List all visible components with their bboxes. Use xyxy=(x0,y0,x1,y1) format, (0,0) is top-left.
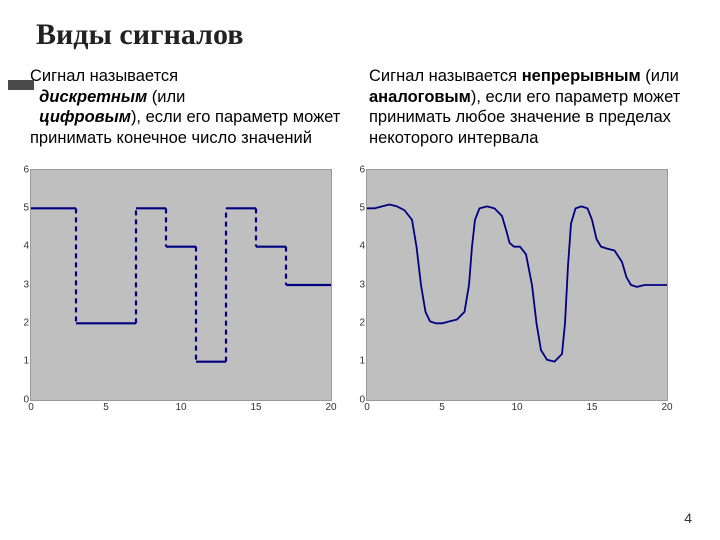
ytick-label: 1 xyxy=(13,356,29,367)
xtick-label: 10 xyxy=(175,402,186,413)
discrete-plot-area: 0123456 05101520 xyxy=(30,169,332,401)
page-title: Виды сигналов xyxy=(36,18,690,52)
ytick-label: 3 xyxy=(13,279,29,290)
analog-line xyxy=(367,204,667,361)
x-axis-labels: 05101520 xyxy=(31,402,331,414)
analog-chart: 0123456 05101520 xyxy=(366,169,690,401)
emph-continuous: непрерывным xyxy=(522,67,641,85)
ytick-label: 2 xyxy=(13,317,29,328)
text-columns: Сигнал называется дискретным (или цифров… xyxy=(30,66,690,149)
x-axis-labels: 05101520 xyxy=(367,402,667,414)
step-vertical-dashes xyxy=(76,208,286,361)
xtick-label: 5 xyxy=(103,402,109,413)
t: Сигнал называется xyxy=(369,67,522,85)
xtick-label: 15 xyxy=(586,402,597,413)
xtick-label: 10 xyxy=(511,402,522,413)
xtick-label: 0 xyxy=(364,402,370,413)
accent-bar xyxy=(8,80,34,90)
t: (или xyxy=(641,67,679,85)
charts-row: 0123456 05101520 0123456 05101520 xyxy=(30,169,690,401)
t: Сигнал называется xyxy=(30,67,178,85)
ytick-label: 6 xyxy=(349,164,365,175)
emph-digital: цифровым xyxy=(39,108,131,126)
xtick-label: 15 xyxy=(250,402,261,413)
ytick-label: 4 xyxy=(349,241,365,252)
right-definition: Сигнал называется непрерывным (или анало… xyxy=(369,66,690,149)
emph-discrete: дискретным xyxy=(39,88,147,106)
xtick-label: 20 xyxy=(325,402,336,413)
y-axis-labels: 0123456 xyxy=(13,170,29,400)
chart-svg xyxy=(31,170,331,400)
analog-plot-area: 0123456 05101520 xyxy=(366,169,668,401)
page-number: 4 xyxy=(684,510,692,526)
ytick-label: 5 xyxy=(349,202,365,213)
ytick-label: 1 xyxy=(349,356,365,367)
xtick-label: 0 xyxy=(28,402,34,413)
ytick-label: 0 xyxy=(349,394,365,405)
emph-analog: аналоговым xyxy=(369,88,471,106)
ytick-label: 0 xyxy=(13,394,29,405)
ytick-label: 2 xyxy=(349,317,365,328)
y-axis-labels: 0123456 xyxy=(349,170,365,400)
discrete-chart: 0123456 05101520 xyxy=(30,169,354,401)
ytick-label: 5 xyxy=(13,202,29,213)
ytick-label: 4 xyxy=(13,241,29,252)
ytick-label: 3 xyxy=(349,279,365,290)
t: (или xyxy=(147,88,185,106)
chart-svg xyxy=(367,170,667,400)
ytick-label: 6 xyxy=(13,164,29,175)
left-definition: Сигнал называется дискретным (или цифров… xyxy=(30,66,351,149)
xtick-label: 5 xyxy=(439,402,445,413)
xtick-label: 20 xyxy=(661,402,672,413)
